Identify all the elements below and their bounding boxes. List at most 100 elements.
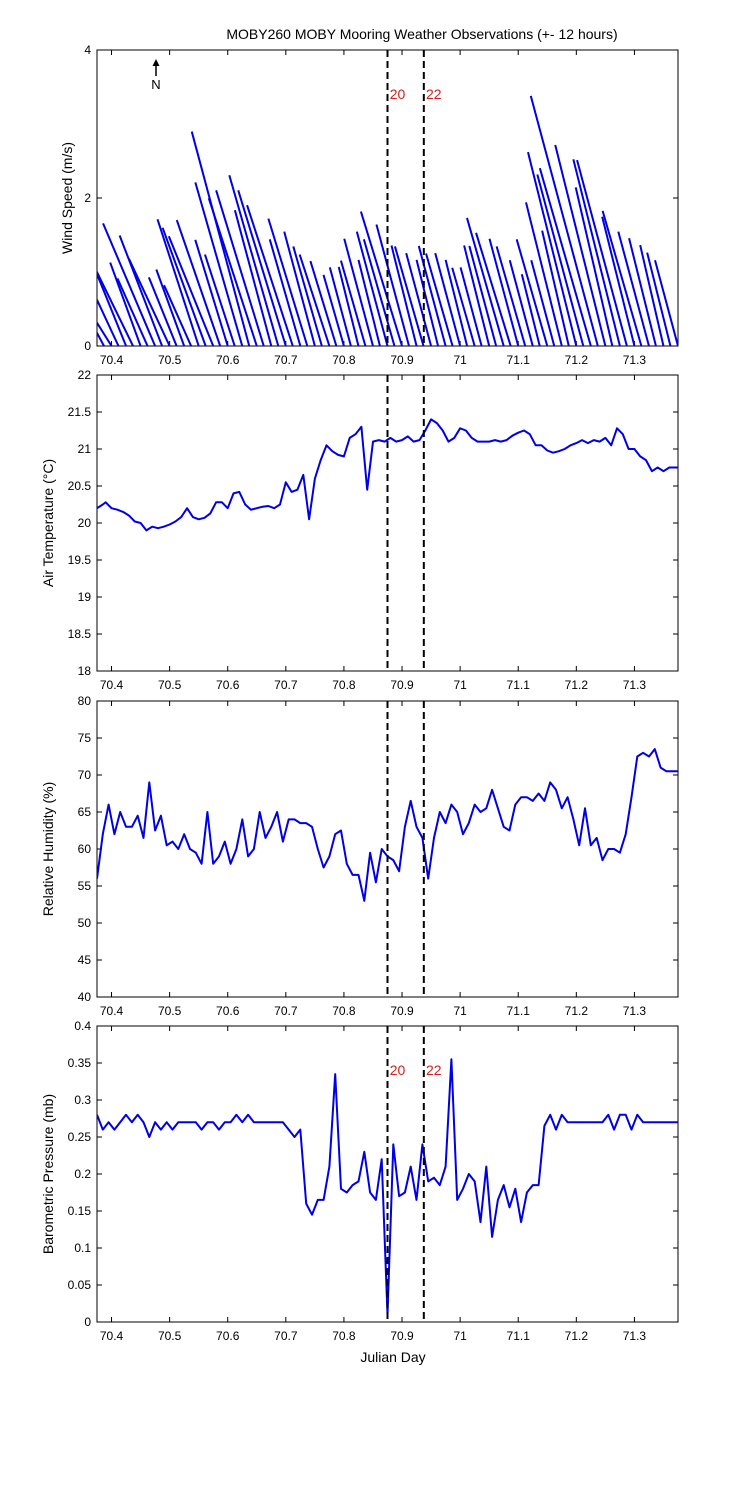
x-tick-label: 70.5 xyxy=(158,1004,182,1018)
x-tick-label: 70.7 xyxy=(274,678,298,692)
wind-stick xyxy=(337,266,360,346)
wind-stick xyxy=(309,260,338,346)
wind-stick xyxy=(434,252,462,346)
x-tick-label: 71 xyxy=(453,678,467,692)
wind-stick xyxy=(357,259,381,346)
wind-stick xyxy=(601,210,643,346)
x-tick-label: 70.9 xyxy=(390,678,414,692)
y-axis-label: Barometric Pressure (mb) xyxy=(40,1094,56,1254)
wind-stick xyxy=(359,211,403,346)
x-tick-label: 70.7 xyxy=(274,353,298,367)
wind-stick xyxy=(574,187,614,346)
x-tick-label: 70.7 xyxy=(274,1329,298,1343)
wind-stick xyxy=(207,197,258,346)
wind-stick xyxy=(339,260,367,346)
wind-stick xyxy=(601,216,636,346)
x-tick-label: 70.9 xyxy=(390,1329,414,1343)
wind-stick xyxy=(97,320,113,346)
wind-stick xyxy=(155,269,186,346)
north-label: N xyxy=(151,77,160,92)
y-axis-label: Air Temperature (°C) xyxy=(40,459,56,587)
wind-stick xyxy=(572,159,621,346)
y-tick-label: 21.5 xyxy=(68,405,92,419)
y-tick-label: 75 xyxy=(78,731,92,745)
y-axis-label: Relative Humidity (%) xyxy=(40,782,56,917)
wind-stick xyxy=(97,271,127,346)
wind-stick xyxy=(268,239,302,346)
wind-stick xyxy=(267,218,309,346)
wind-stick xyxy=(362,239,396,346)
wind-stick xyxy=(237,190,287,346)
wind-stick xyxy=(97,330,105,346)
wind-stick xyxy=(328,267,352,346)
wind-stick xyxy=(118,235,164,346)
y-tick-label: 0.25 xyxy=(68,1130,92,1144)
wind-stick xyxy=(654,259,678,346)
wind-stick xyxy=(116,277,149,346)
y-tick-label: 0.3 xyxy=(74,1093,91,1107)
x-tick-label: 71.2 xyxy=(565,353,589,367)
y-tick-label: 20.5 xyxy=(68,479,92,493)
wind-stick xyxy=(102,222,157,346)
wind-stick xyxy=(156,219,200,346)
wind-stick xyxy=(355,231,389,346)
wind-stick xyxy=(417,245,447,346)
wind-stick xyxy=(475,232,512,346)
marker-label: 22 xyxy=(426,86,442,102)
y-tick-label: 55 xyxy=(78,879,92,893)
x-tick-label: 71 xyxy=(453,353,467,367)
wind-stick xyxy=(515,239,549,346)
chart-title: MOBY260 MOBY Mooring Weather Observation… xyxy=(226,26,617,42)
wind-stick xyxy=(390,245,418,346)
wind-stick xyxy=(488,238,520,346)
x-tick-label: 70.4 xyxy=(100,353,124,367)
wind-stick xyxy=(175,219,222,346)
x-tick-label: 71.3 xyxy=(623,1329,647,1343)
wind-stick xyxy=(536,174,585,346)
wind-stick xyxy=(527,151,578,346)
y-tick-label: 40 xyxy=(78,990,92,1004)
wind-stick xyxy=(394,246,425,346)
wind-stick xyxy=(161,227,207,346)
x-tick-label: 70.4 xyxy=(100,678,124,692)
wind-stick xyxy=(451,267,476,346)
north-arrowhead-icon xyxy=(152,59,160,66)
wind-stick xyxy=(520,273,541,346)
y-axis-label: Wind Speed (m/s) xyxy=(59,142,75,254)
wind-stick xyxy=(554,144,607,346)
y-tick-label: 19.5 xyxy=(68,553,92,567)
wind-stick xyxy=(444,259,469,346)
wind-stick xyxy=(298,254,331,346)
wind-stick xyxy=(322,274,345,346)
y-tick-label: 45 xyxy=(78,953,92,967)
marker-label: 20 xyxy=(390,1062,406,1078)
y-tick-label: 50 xyxy=(78,916,92,930)
panels: 0 2 4 70.4 70.5 70.6 70.7 70.8 70.9 71 71.1 71.2 71.… xyxy=(40,43,679,1343)
x-tick-label: 70.5 xyxy=(158,678,182,692)
x-tick-label: 71.1 xyxy=(507,1329,531,1343)
x-tick-label: 70.7 xyxy=(274,1004,298,1018)
y-tick-label: 0.1 xyxy=(74,1241,91,1255)
x-tick-label: 70.6 xyxy=(216,678,240,692)
x-tick-label: 71.1 xyxy=(507,678,531,692)
x-axis-label: Julian Day xyxy=(360,1349,425,1365)
wind-stick xyxy=(463,245,491,346)
y-tick-label: 2 xyxy=(84,191,91,205)
x-tick-label: 70.8 xyxy=(332,678,356,692)
wind-stick xyxy=(530,259,556,346)
x-tick-label: 71.1 xyxy=(507,1004,531,1018)
wind-stick xyxy=(646,252,672,346)
wind-stick xyxy=(538,167,592,346)
x-tick-label: 70.9 xyxy=(390,1004,414,1018)
wind-stick xyxy=(508,259,534,346)
y-tick-label: 80 xyxy=(78,694,92,708)
wind-stick xyxy=(495,246,527,346)
x-tick-label: 71.2 xyxy=(565,1004,589,1018)
y-tick-label: 18.5 xyxy=(68,627,92,641)
y-tick-label: 19 xyxy=(78,590,92,604)
wind-stick xyxy=(459,267,483,346)
y-tick-label: 20 xyxy=(78,516,92,530)
y-tick-label: 0 xyxy=(84,339,91,353)
x-tick-label: 71.3 xyxy=(623,1004,647,1018)
